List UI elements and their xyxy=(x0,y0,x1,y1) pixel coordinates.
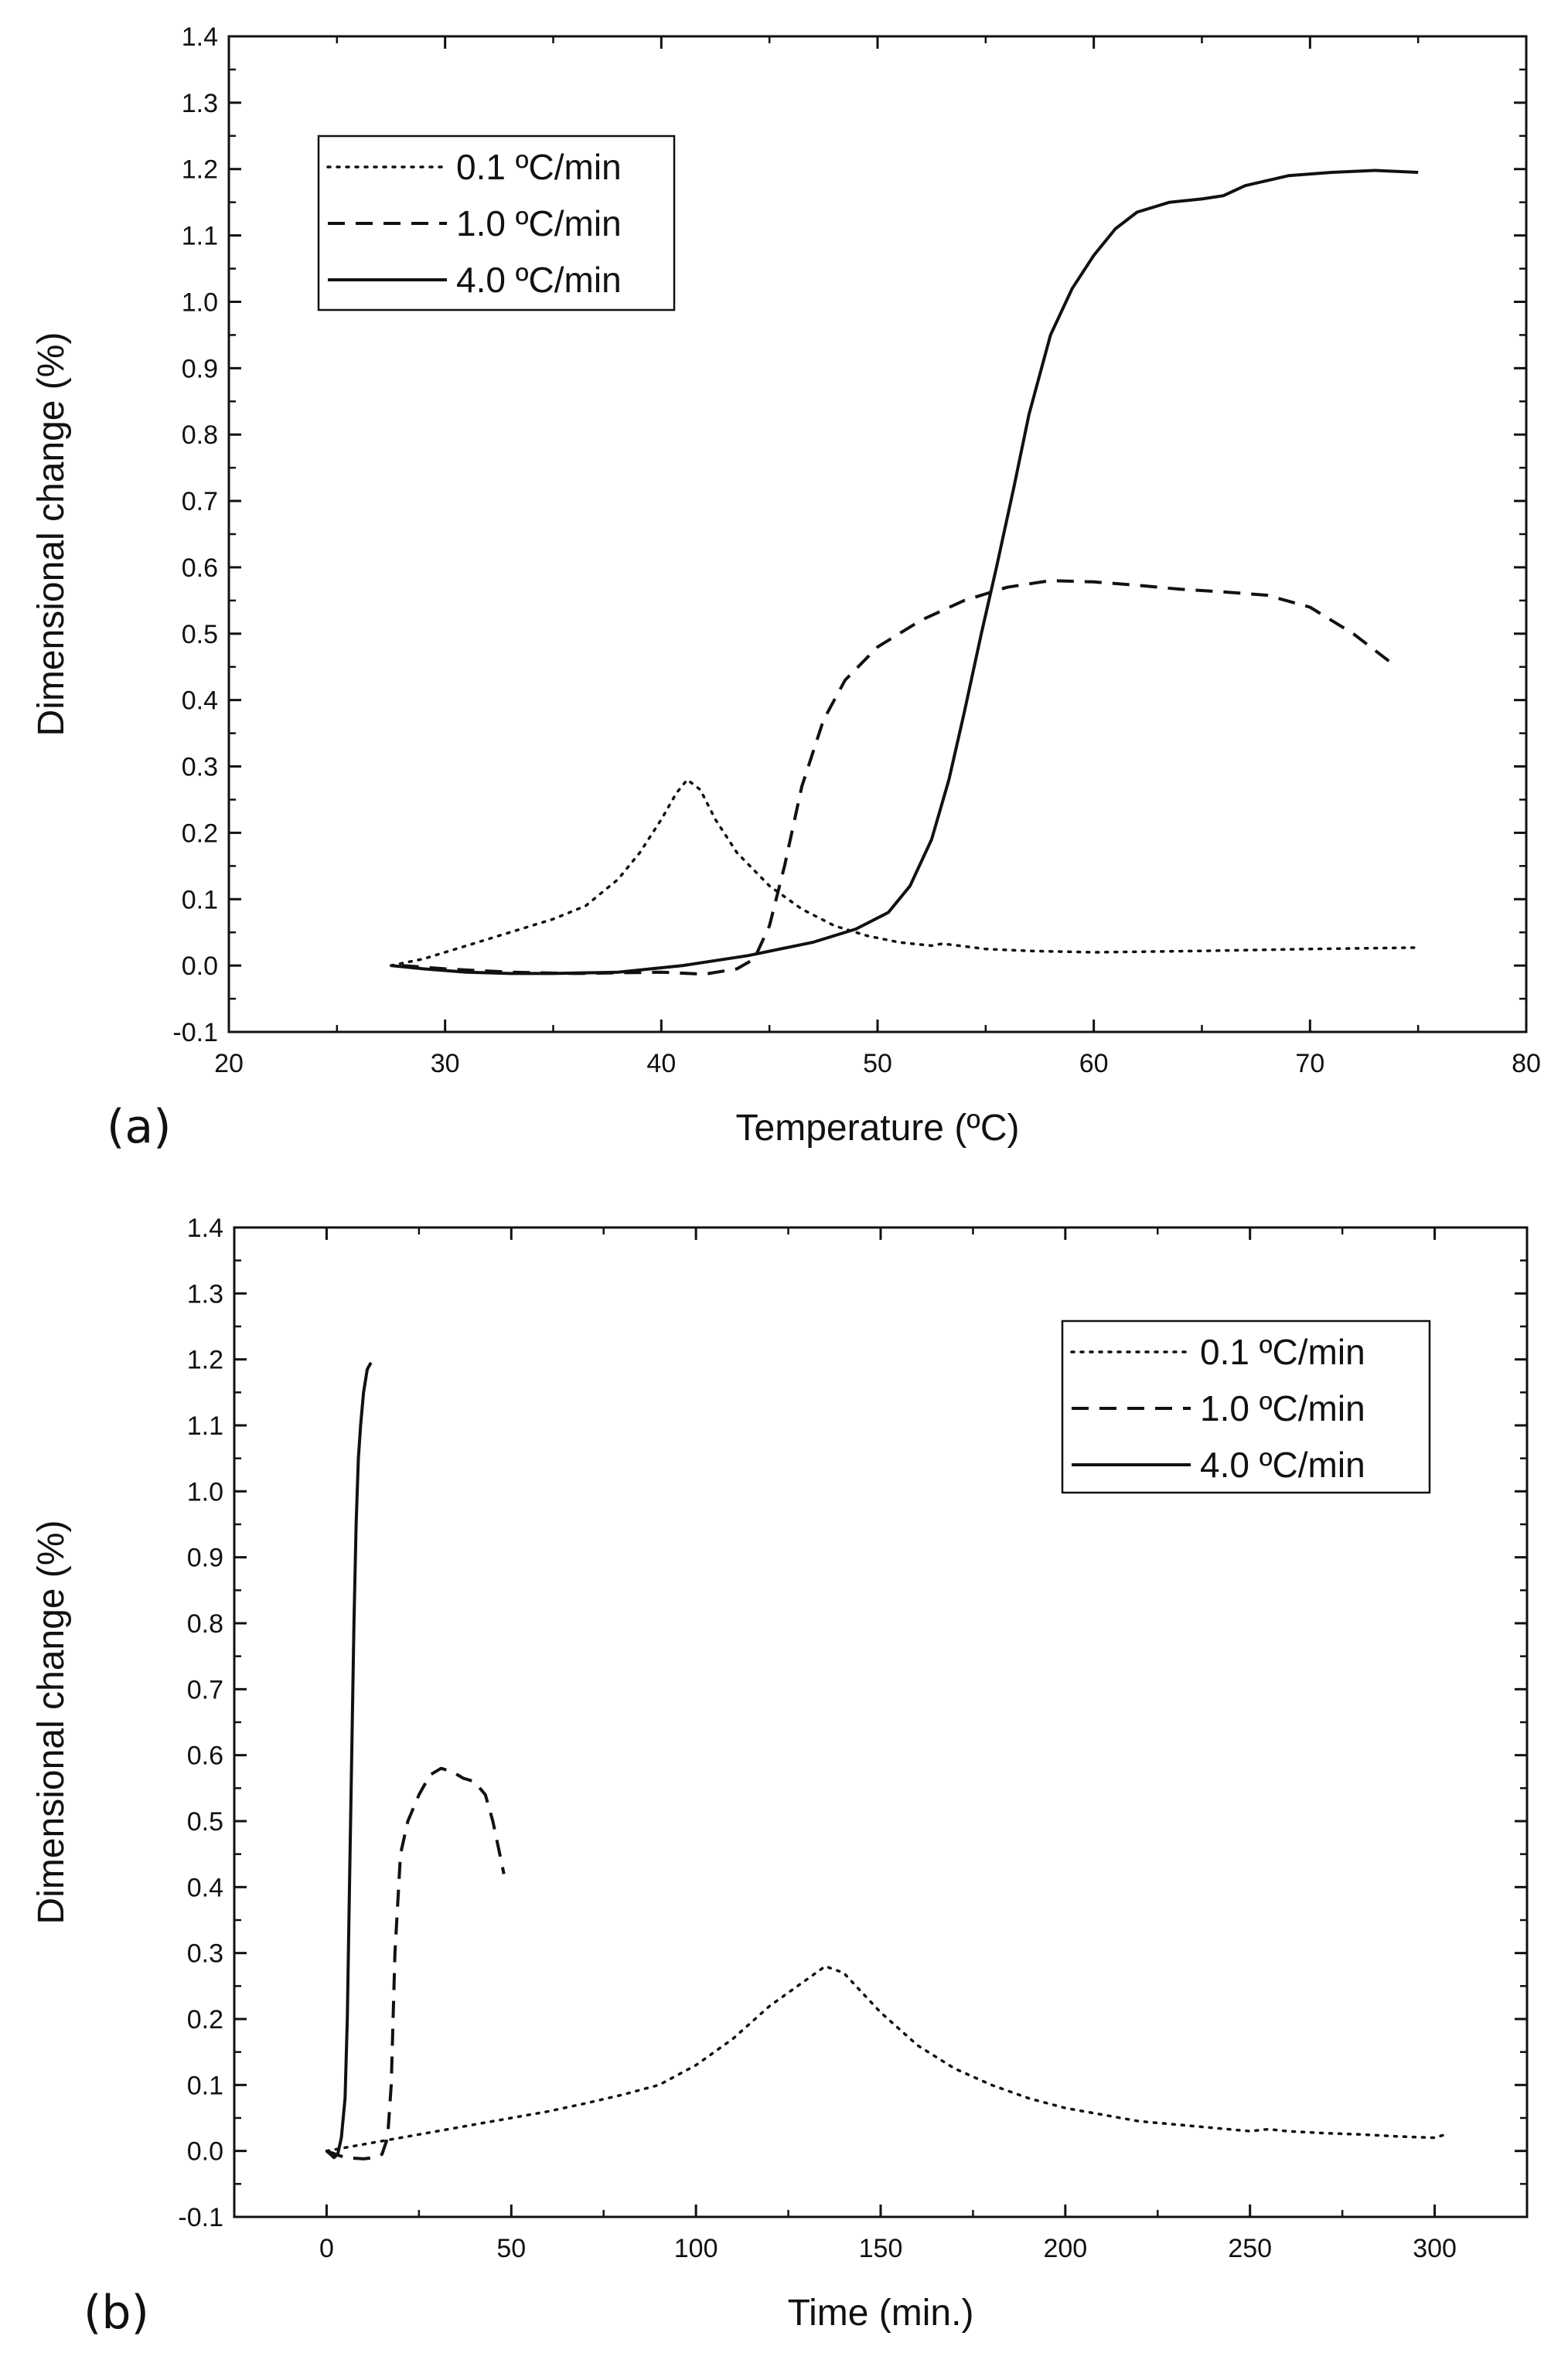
y-axis-ticks-b: -0.1 0.0 0.1 0.2 0.3 0.4 0.5 0.6 0.7 0.8 0.9 1.0 1.1… xyxy=(178,1214,1527,2232)
y-tick-label: 1.1 xyxy=(187,1411,223,1441)
y-tick-label: -0.1 xyxy=(178,2203,223,2232)
y-tick-label: 1.1 xyxy=(182,222,218,251)
x-tick-label: 200 xyxy=(1043,2234,1087,2263)
y-axis-title-a: Dimensional change (%) xyxy=(31,332,72,737)
chart-panel-a: -0.1 0.0 0.1 0.2 0.3 0.4 0.5 0.6 0.7 0.8 0.9 1.0 1.1… xyxy=(31,22,1541,1154)
y-axis-title-b: Dimensional change (%) xyxy=(31,1520,72,1925)
legend-entry-0.1: 0.1 ºC/min xyxy=(1200,1332,1365,1372)
y-tick-label: 0.8 xyxy=(182,421,218,450)
y-tick-label: 0.4 xyxy=(187,1873,223,1902)
x-axis-ticks-a: 20 30 40 50 60 70 80 xyxy=(214,36,1541,1078)
y-tick-label: -0.1 xyxy=(172,1018,218,1047)
y-axis-ticks-a: -0.1 0.0 0.1 0.2 0.3 0.4 0.5 0.6 0.7 0.8 0.9 1.0 1.1… xyxy=(172,22,1526,1047)
x-axis-title-a: Temperature (ºC) xyxy=(736,1108,1020,1149)
x-tick-label: 100 xyxy=(674,2234,718,2263)
y-tick-label: 0.9 xyxy=(187,1544,223,1573)
y-tick-label: 0.5 xyxy=(182,620,218,649)
series-line-dotted xyxy=(325,1964,1447,2153)
legend-entry-1.0: 1.0 ºC/min xyxy=(456,203,622,243)
x-axis-ticks-b: 0 50 100 150 200 250 300 xyxy=(233,1227,1529,2263)
x-tick-label: 0 xyxy=(319,2234,334,2263)
x-tick-label: 60 xyxy=(1079,1049,1109,1078)
x-tick-label: 30 xyxy=(431,1049,460,1078)
y-tick-label: 0.4 xyxy=(182,686,218,716)
series-group-a xyxy=(390,169,1420,976)
y-tick-label: 1.4 xyxy=(187,1214,223,1243)
x-tick-label: 40 xyxy=(646,1049,676,1078)
legend-entry-1.0: 1.0 ºC/min xyxy=(1200,1388,1365,1428)
y-tick-label: 0.8 xyxy=(187,1609,223,1639)
y-tick-label: 0.0 xyxy=(182,952,218,981)
y-tick-label: 0.6 xyxy=(187,1742,223,1771)
legend-entry-4.0: 4.0 ºC/min xyxy=(456,260,622,300)
panel-label-a: (a) xyxy=(107,1100,172,1154)
y-tick-label: 0.9 xyxy=(182,354,218,383)
legend-entry-0.1: 0.1 ºC/min xyxy=(456,147,622,187)
y-tick-label: 0.2 xyxy=(187,2005,223,2034)
y-tick-label: 0.2 xyxy=(182,819,218,848)
series-line-dotted xyxy=(390,778,1420,967)
y-tick-label: 1.3 xyxy=(182,89,218,118)
y-tick-label: 0.5 xyxy=(187,1807,223,1837)
y-tick-label: 1.0 xyxy=(187,1477,223,1507)
series-group-b xyxy=(325,1361,1447,2160)
y-tick-label: 1.2 xyxy=(187,1346,223,1375)
x-tick-label: 50 xyxy=(496,2234,526,2263)
y-tick-label: 0.1 xyxy=(187,2071,223,2100)
series-line-dashed xyxy=(326,1766,506,2160)
y-tick-label: 1.4 xyxy=(182,22,218,52)
series-line-dashed xyxy=(401,579,1398,976)
chart-panel-b: -0.1 0.0 0.1 0.2 0.3 0.4 0.5 0.6 0.7 0.8 0.9 1.0 1.1… xyxy=(31,1214,1529,2340)
legend-entry-4.0: 4.0 ºC/min xyxy=(1200,1445,1365,1485)
y-tick-label: 1.2 xyxy=(182,155,218,185)
y-tick-label: 0.3 xyxy=(182,753,218,782)
panel-label-b: (b) xyxy=(84,2286,149,2340)
y-tick-label: 0.7 xyxy=(187,1675,223,1704)
y-tick-label: 0.6 xyxy=(182,553,218,583)
x-tick-label: 50 xyxy=(863,1049,892,1078)
x-tick-label: 300 xyxy=(1413,2234,1457,2263)
x-axis-title-b: Time (min.) xyxy=(788,2293,974,2334)
y-tick-label: 0.3 xyxy=(187,1939,223,1969)
y-tick-label: 0.1 xyxy=(182,885,218,914)
y-tick-label: 1.0 xyxy=(182,288,218,317)
legend-a: 0.1 ºC/min 1.0 ºC/min 4.0 ºC/min xyxy=(317,134,676,312)
legend-b: 0.1 ºC/min 1.0 ºC/min 4.0 ºC/min xyxy=(1061,1319,1431,1494)
x-tick-label: 80 xyxy=(1512,1049,1541,1078)
y-tick-label: 1.3 xyxy=(187,1279,223,1309)
x-tick-label: 150 xyxy=(859,2234,903,2263)
x-tick-label: 20 xyxy=(214,1049,244,1078)
series-line-solid xyxy=(326,1361,373,2160)
series-line-solid xyxy=(390,169,1419,975)
y-tick-label: 0.0 xyxy=(187,2137,223,2167)
x-tick-label: 250 xyxy=(1228,2234,1272,2263)
y-tick-label: 0.7 xyxy=(182,487,218,516)
x-tick-label: 70 xyxy=(1295,1049,1324,1078)
